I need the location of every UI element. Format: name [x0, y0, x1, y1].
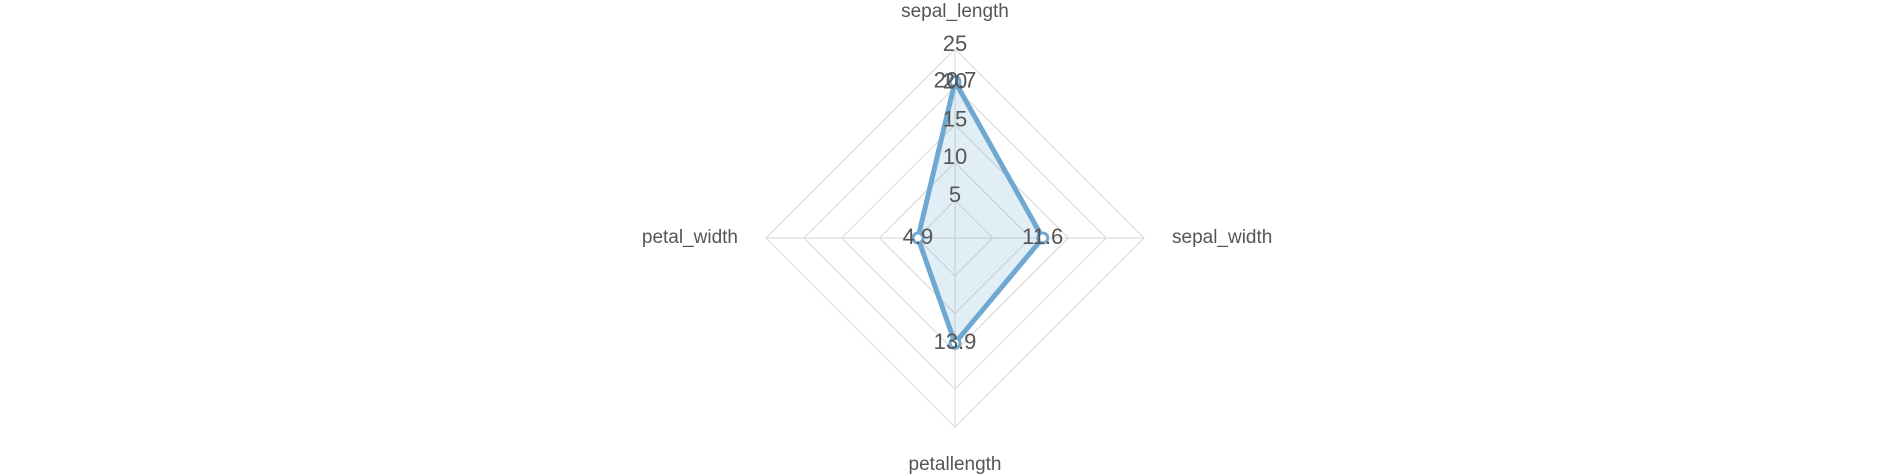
tick-label: 15	[943, 106, 967, 131]
tick-label: 20	[943, 69, 967, 94]
tick-label: 25	[943, 31, 967, 56]
tick-label: 5	[949, 182, 961, 207]
radar-point	[1036, 231, 1050, 245]
value-label: 13.9	[934, 329, 977, 354]
value-label: 20.7	[934, 67, 977, 92]
radar-point	[948, 75, 962, 89]
value-label: 11.6	[1022, 224, 1063, 249]
category-label: petallength	[909, 454, 1002, 475]
category-label: sepal_width	[1172, 227, 1272, 248]
value-label: 4.9	[903, 224, 934, 249]
radar-point	[911, 231, 925, 245]
radar-area	[915, 79, 1046, 346]
category-label: petal_width	[642, 227, 738, 248]
tick-label: 10	[943, 144, 967, 169]
radar-point	[948, 336, 962, 350]
category-label: sepal_length	[901, 1, 1009, 22]
